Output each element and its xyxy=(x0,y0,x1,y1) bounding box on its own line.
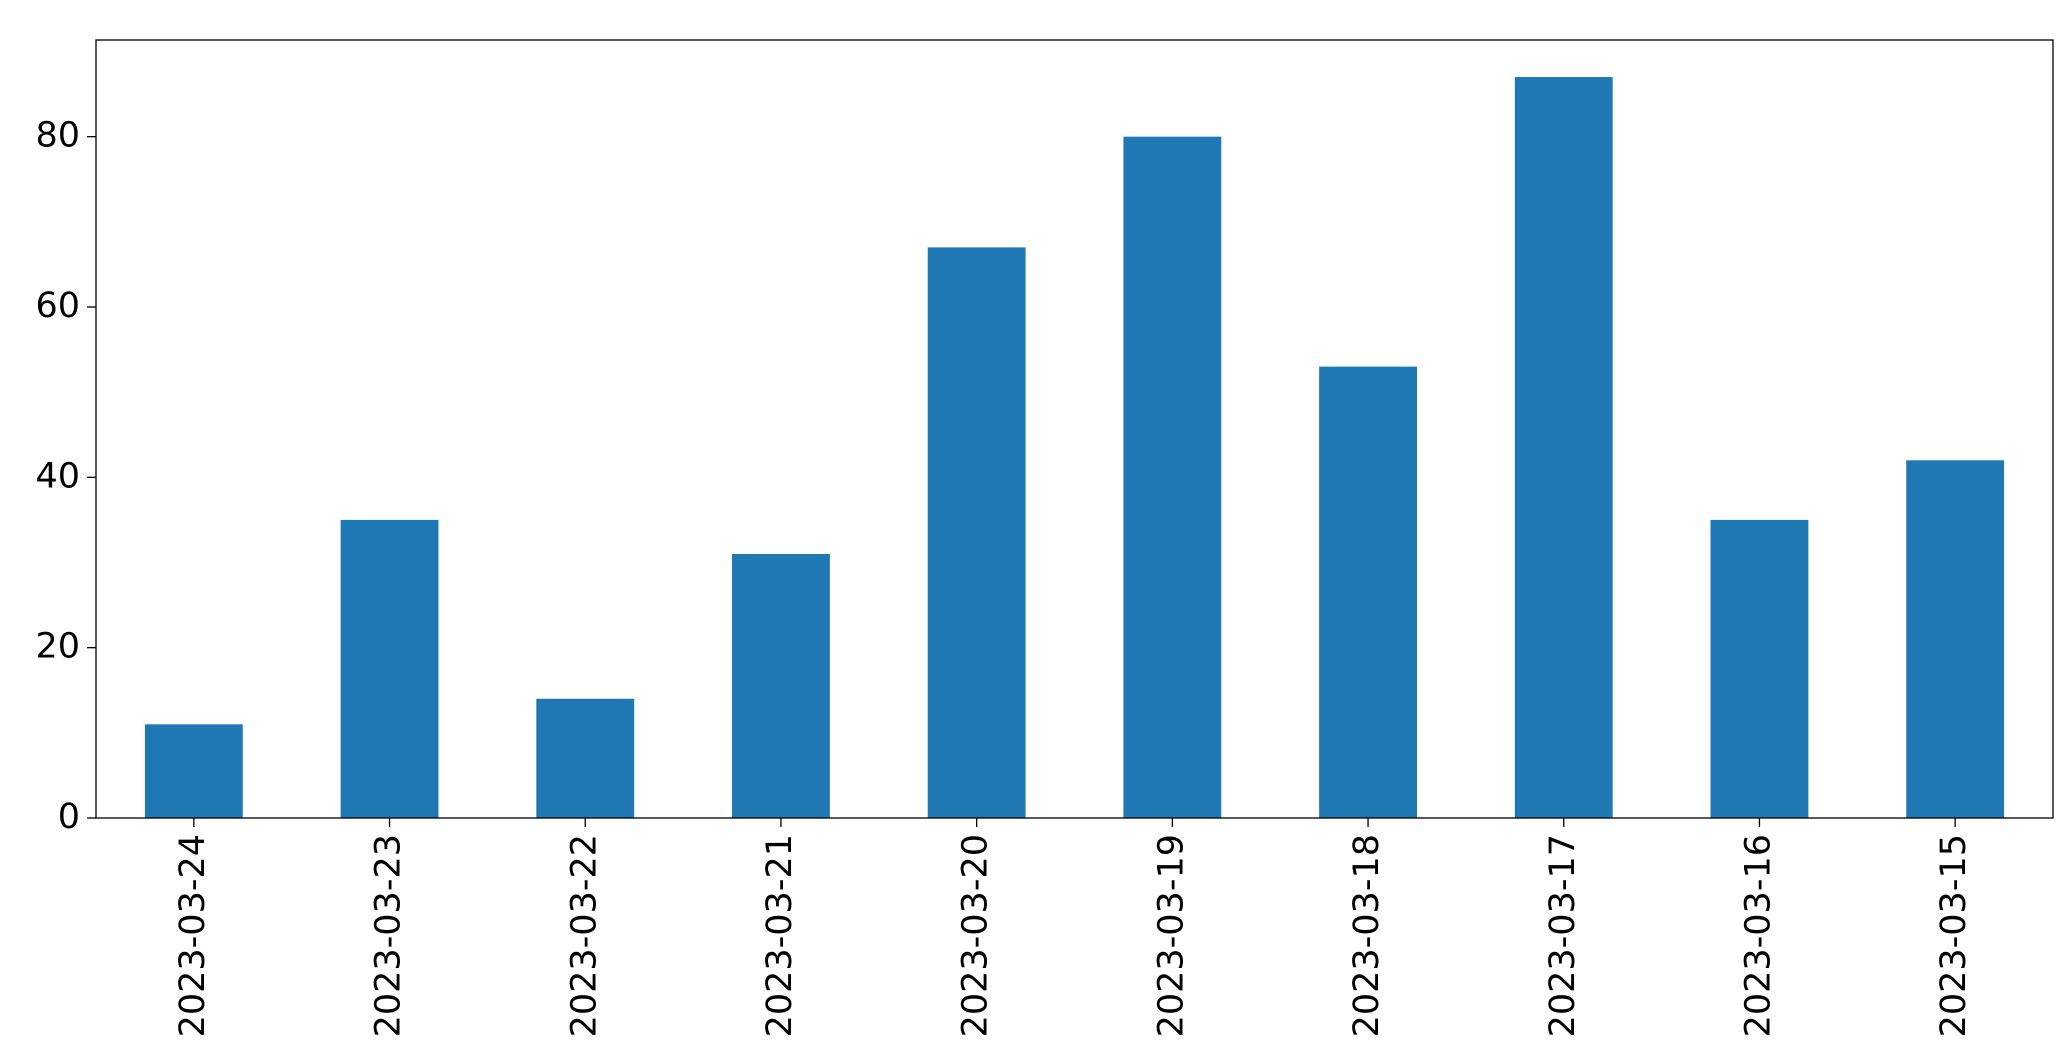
x-tick-label: 2023-03-24 xyxy=(173,834,213,1037)
bar xyxy=(1710,519,1809,818)
bar xyxy=(340,519,439,818)
x-tick-label: 2023-03-19 xyxy=(1151,834,1191,1037)
x-tick-label: 2023-03-18 xyxy=(1347,834,1387,1037)
plot-frame xyxy=(95,39,2054,819)
x-tick-label: 2023-03-23 xyxy=(369,834,409,1037)
x-tick-label: 2023-03-15 xyxy=(1934,834,1974,1037)
x-tick-label: 2023-03-21 xyxy=(760,834,800,1037)
bar xyxy=(144,724,243,818)
y-tick-label: 60 xyxy=(35,286,80,326)
x-tick-label: 2023-03-20 xyxy=(956,834,996,1037)
bar xyxy=(927,247,1026,819)
x-tick-label: 2023-03-22 xyxy=(564,834,604,1037)
bar xyxy=(1514,77,1613,819)
x-tick-label: 2023-03-17 xyxy=(1543,834,1583,1037)
bar xyxy=(1319,366,1417,818)
x-tick-label: 2023-03-16 xyxy=(1738,834,1778,1037)
y-tick-label: 20 xyxy=(35,627,80,667)
bar xyxy=(1906,460,2005,818)
bar xyxy=(536,698,635,818)
y-tick-label: 0 xyxy=(58,797,80,837)
y-tick-label: 40 xyxy=(35,456,80,496)
y-tick-label: 80 xyxy=(35,116,80,156)
bar xyxy=(1123,136,1222,818)
bar xyxy=(732,553,830,818)
